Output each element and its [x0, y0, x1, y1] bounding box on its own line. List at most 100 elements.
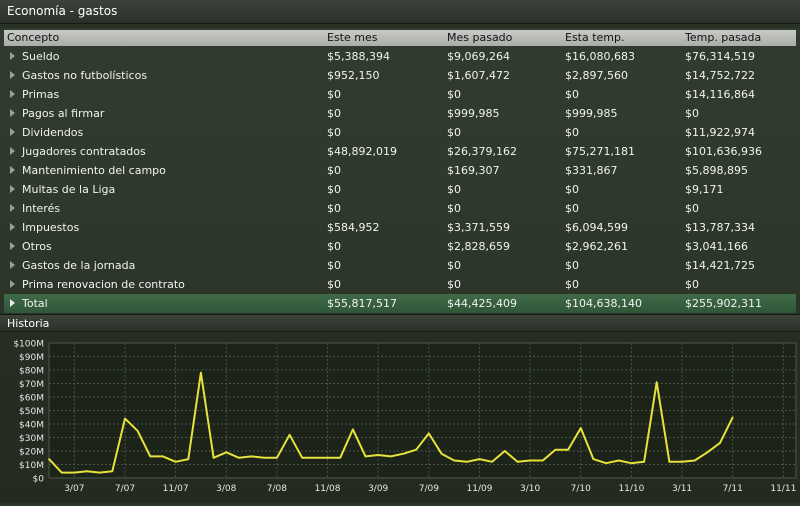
cell-concept: Total: [22, 297, 48, 310]
cell-concept: Mantenimiento del campo: [22, 164, 166, 177]
data-point: [124, 417, 126, 420]
column-header-este-mes[interactable]: Este mes: [327, 31, 378, 44]
cell-temp-pasada: $13,787,334: [685, 221, 755, 234]
column-header-temp-pasada[interactable]: Temp. pasada: [685, 31, 762, 44]
expand-arrow-icon[interactable]: [10, 71, 15, 79]
data-point: [415, 448, 417, 451]
data-point: [200, 371, 202, 374]
table-row[interactable]: Dividendos $0 $0 $0 $11,922,974: [4, 123, 796, 142]
expand-arrow-icon[interactable]: [10, 109, 15, 117]
data-point: [655, 381, 658, 383]
x-tick-label: 3/07: [64, 484, 84, 494]
expand-arrow-icon[interactable]: [10, 204, 15, 212]
x-tick-label: 7/07: [115, 484, 135, 494]
table-row[interactable]: Multas de la Liga $0 $0 $0 $9,171: [4, 180, 796, 199]
cell-mes-pasado: $44,425,409: [447, 297, 517, 310]
cell-esta-temp: $0: [565, 126, 579, 139]
cell-concept: Gastos de la jornada: [22, 259, 136, 272]
expand-arrow-icon[interactable]: [10, 299, 15, 307]
table-row[interactable]: Gastos no futbolísticos $952,150 $1,607,47…: [4, 66, 796, 85]
cell-este-mes: $584,952: [327, 221, 380, 234]
data-point: [276, 456, 278, 459]
total-row[interactable]: Total $55,817,517 $44,425,409 $104,638,140 $…: [4, 294, 796, 313]
column-header-concepto[interactable]: Concepto: [7, 31, 60, 44]
y-tick-label: $90M: [19, 353, 44, 363]
expand-arrow-icon[interactable]: [10, 280, 15, 288]
data-point: [111, 470, 114, 473]
y-tick-label: $50M: [19, 407, 44, 417]
data-point: [390, 455, 392, 458]
cell-esta-temp: $2,897,560: [565, 69, 628, 82]
data-point: [60, 471, 63, 474]
expand-arrow-icon[interactable]: [10, 90, 15, 98]
cell-este-mes: $952,150: [327, 69, 380, 82]
table-row[interactable]: Mantenimiento del campo $0 $169,307 $331,86…: [4, 161, 796, 180]
data-point: [314, 456, 316, 459]
table-row[interactable]: Impuestos $584,952 $3,371,559 $6,094,599 $13…: [4, 218, 796, 237]
cell-temp-pasada: $0: [685, 278, 699, 291]
expand-arrow-icon[interactable]: [10, 185, 15, 193]
cell-mes-pasado: $0: [447, 126, 461, 139]
expand-arrow-icon[interactable]: [10, 147, 15, 155]
cell-esta-temp: $331,867: [565, 164, 618, 177]
table-row[interactable]: Interés $0 $0 $0 $0: [4, 199, 796, 218]
column-header-esta-temp[interactable]: Esta temp.: [565, 31, 625, 44]
data-point: [643, 461, 645, 463]
table-header: Concepto Este mes Mes pasado Esta temp. …: [4, 30, 796, 46]
cell-este-mes: $0: [327, 202, 341, 215]
x-tick-label: 3/10: [520, 484, 540, 494]
cell-temp-pasada: $255,902,311: [685, 297, 762, 310]
data-point: [225, 451, 228, 454]
data-point: [288, 434, 291, 436]
cell-esta-temp: $0: [565, 202, 579, 215]
data-point: [529, 459, 531, 462]
data-point: [263, 456, 266, 459]
data-point: [136, 429, 139, 432]
data-point: [339, 456, 342, 459]
table-row[interactable]: Primas $0 $0 $0 $14,116,864: [4, 85, 796, 104]
data-point: [491, 461, 493, 463]
column-header-mes-pasado[interactable]: Mes pasado: [447, 31, 513, 44]
data-point: [567, 448, 569, 451]
data-point: [364, 455, 367, 458]
cell-concept: Prima renovacion de contrato: [22, 278, 185, 291]
expand-arrow-icon[interactable]: [10, 261, 15, 269]
cell-esta-temp: $16,080,683: [565, 50, 635, 63]
cell-mes-pasado: $0: [447, 88, 461, 101]
table-row[interactable]: Jugadores contratados $48,892,019 $26,379,…: [4, 142, 796, 161]
y-tick-label: $20M: [19, 448, 44, 458]
history-section-header: Historia: [0, 314, 800, 332]
y-tick-label: $70M: [19, 380, 44, 390]
table-row[interactable]: Gastos de la jornada $0 $0 $0 $14,421,725: [4, 256, 796, 275]
cell-temp-pasada: $14,116,864: [685, 88, 755, 101]
data-point: [478, 458, 481, 460]
cell-esta-temp: $0: [565, 278, 579, 291]
cell-concept: Interés: [22, 202, 61, 215]
window-title: Economía - gastos: [0, 0, 800, 24]
expand-arrow-icon[interactable]: [10, 52, 15, 60]
cell-temp-pasada: $76,314,519: [685, 50, 755, 63]
expand-arrow-icon[interactable]: [10, 166, 15, 174]
expand-arrow-icon[interactable]: [10, 242, 15, 250]
data-point: [149, 455, 152, 458]
cell-mes-pasado: $0: [447, 259, 461, 272]
data-point: [73, 471, 76, 474]
x-tick-label: 7/11: [723, 484, 743, 494]
expand-arrow-icon[interactable]: [10, 223, 15, 231]
cell-esta-temp: $999,985: [565, 107, 618, 120]
table-row[interactable]: Otros $0 $2,828,659 $2,962,261 $3,041,166: [4, 237, 796, 256]
table-row[interactable]: Sueldo $5,388,394 $9,069,264 $16,080,683 $76…: [4, 47, 796, 66]
data-point: [428, 432, 430, 435]
cell-temp-pasada: $0: [685, 202, 699, 215]
table-row[interactable]: Prima renovacion de contrato $0 $0 $0 $0: [4, 275, 796, 294]
table-row[interactable]: Pagos al firmar $0 $999,985 $999,985 $0: [4, 104, 796, 123]
cell-temp-pasada: $14,752,722: [685, 69, 755, 82]
cell-concept: Multas de la Liga: [22, 183, 116, 196]
data-point: [541, 459, 544, 462]
cell-mes-pasado: $2,828,659: [447, 240, 510, 253]
cell-temp-pasada: $3,041,166: [685, 240, 748, 253]
cell-concept: Primas: [22, 88, 60, 101]
cell-esta-temp: $104,638,140: [565, 297, 642, 310]
expand-arrow-icon[interactable]: [10, 128, 15, 136]
